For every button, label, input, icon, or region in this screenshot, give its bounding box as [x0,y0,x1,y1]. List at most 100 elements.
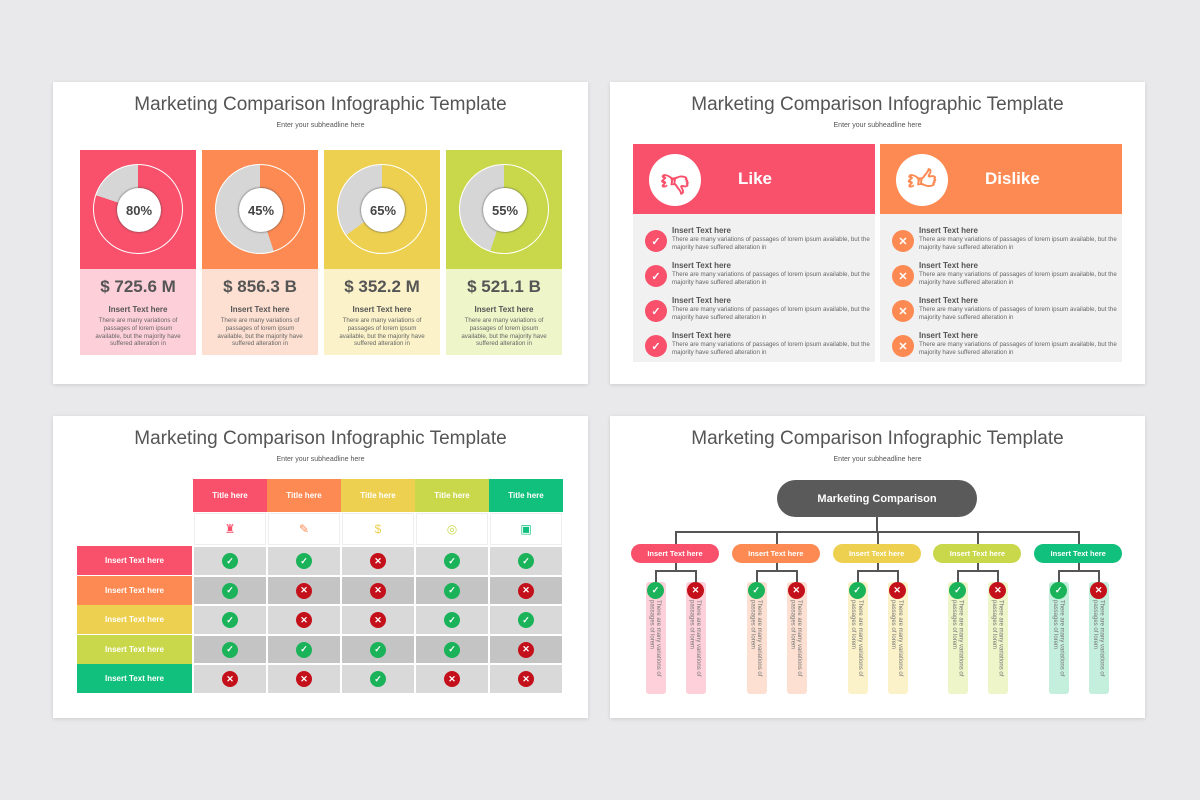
connector-line [655,570,695,572]
card-body: There are many variations of passages of… [217,317,303,348]
table-cell: ✕ [342,606,414,634]
column-header: Title here [489,479,563,512]
check-icon: ✓ [645,300,667,322]
donut-percent: 45% [239,188,283,232]
check-icon: ✓ [222,582,238,599]
slide-tree-diagram[interactable]: Marketing Comparison Infographic Templat… [610,416,1145,718]
cross-icon: ✕ [296,582,312,599]
slide-comparison-table[interactable]: Marketing Comparison Infographic Templat… [53,416,588,718]
cross-icon: ✕ [296,612,312,628]
detail-bar: There are many variations of passages of… [786,582,807,694]
connector-line [1078,531,1081,544]
check-icon: ✓ [949,582,967,599]
card-body: There are many variations of passages of… [95,317,181,348]
cross-icon: ✕ [888,582,906,599]
check-icon: ✓ [444,612,460,628]
table-cell: ✓ [416,547,488,575]
branch-node: Insert Text here [832,544,921,563]
cross-icon: ✕ [892,230,914,252]
connector-line [957,570,998,572]
detail-text: There are many variations of passages of… [990,600,1004,677]
detail-bar: There are many variations of passages of… [1089,582,1110,694]
check-icon: ✓ [747,582,765,599]
branch-node: Insert Text here [631,544,719,563]
donut-percent: 55% [483,188,527,232]
connector-line [977,563,980,571]
check-icon: ✓ [647,582,664,599]
connector-line [1058,570,1061,582]
table-cell: ✕ [490,635,562,663]
check-icon: ✓ [222,553,238,569]
connector-line [695,570,697,582]
check-icon: ✓ [222,641,238,658]
cross-icon: ✕ [444,671,460,687]
root-node: Marketing Comparison [777,480,977,517]
card-header: 65% [324,150,440,269]
slide-title: Marketing Comparison Infographic Templat… [134,428,507,449]
card-heading: Insert Text here [352,305,412,314]
slide-like-dislike[interactable]: Marketing Comparison Infographic Templat… [610,82,1145,384]
connector-line [675,531,677,544]
connector-line [775,531,778,544]
table-cell: ✓ [194,635,266,663]
item-body: There are many variations of passages of… [919,306,1117,321]
row-label: Insert Text here [77,634,192,664]
thumbs-up-icon: 👍︎ [896,154,948,206]
connector-line [876,517,878,532]
cross-icon: ✕ [787,582,805,599]
detail-bar: There are many variations of passages of… [1049,582,1070,694]
cross-icon: ✕ [1090,582,1108,599]
card-body: There are many variations of passages of… [339,317,425,348]
stat-card: 80% $ 725.6 M Insert Text here There are ma… [80,150,196,355]
connector-line [755,570,758,582]
connector-line [896,570,899,582]
detail-bar: There are many variations of passages of… [686,582,706,694]
check-icon: ✓ [370,671,386,687]
table-cell: ✓ [416,576,488,604]
item-heading: Insert Text here [919,226,978,235]
connector-line [957,570,960,582]
donut-chart: 45% [215,164,305,254]
table-cell: ✕ [268,665,340,693]
cross-icon: ✕ [518,671,534,687]
stat-card: 65% $ 352.2 M Insert Text here There are ma… [324,150,440,355]
item-body: There are many variations of passages of… [919,341,1117,356]
slide-donut-cards[interactable]: Marketing Comparison Infographic Templat… [53,82,588,384]
cross-icon: ✕ [370,612,386,628]
donut-chart: 80% [93,164,183,254]
slide-subtitle: Enter your subheadline here [833,122,922,129]
card-body: There are many variations of passages of… [461,317,547,348]
slide-subtitle: Enter your subheadline here [276,122,365,129]
connector-line [795,570,798,582]
item-heading: Insert Text here [672,261,731,270]
detail-bar: There are many variations of passages of… [988,582,1009,694]
check-icon: ✓ [444,553,460,569]
item-heading: Insert Text here [919,331,978,340]
panel-header: 👍︎ Dislike [880,144,1122,214]
detail-text: There are many variations of passages of… [950,600,964,677]
cross-icon: ✕ [518,582,534,599]
connector-line [876,531,879,544]
panel-label: Dislike [985,169,1040,188]
check-icon: ✓ [645,230,667,252]
item-body: There are many variations of passages of… [672,271,870,286]
connector-line [675,563,677,571]
table-cell: ✕ [490,576,562,604]
branch-node: Insert Text here [1034,544,1123,563]
card-heading: Insert Text here [230,305,290,314]
card-amount: $ 725.6 M [100,277,176,296]
detail-text: There are many variations of passages of… [789,600,802,677]
slide-title: Marketing Comparison Infographic Templat… [691,428,1064,449]
check-icon: ✓ [444,582,460,599]
detail-text: There are many variations of passages of… [688,600,702,677]
connector-line [997,570,1000,582]
detail-text: There are many variations of passages of… [850,600,863,677]
item-body: There are many variations of passages of… [672,306,870,321]
comparison-panel: 👍︎ Dislike ✕ Insert Text here There are many… [880,144,1122,362]
target-icon: ◎ [416,513,488,545]
check-icon: ✓ [370,641,386,658]
cross-icon: ✕ [222,671,238,687]
table-cell: ✓ [268,635,340,663]
column-header: Title here [267,479,341,512]
donut-chart: 65% [337,164,427,254]
